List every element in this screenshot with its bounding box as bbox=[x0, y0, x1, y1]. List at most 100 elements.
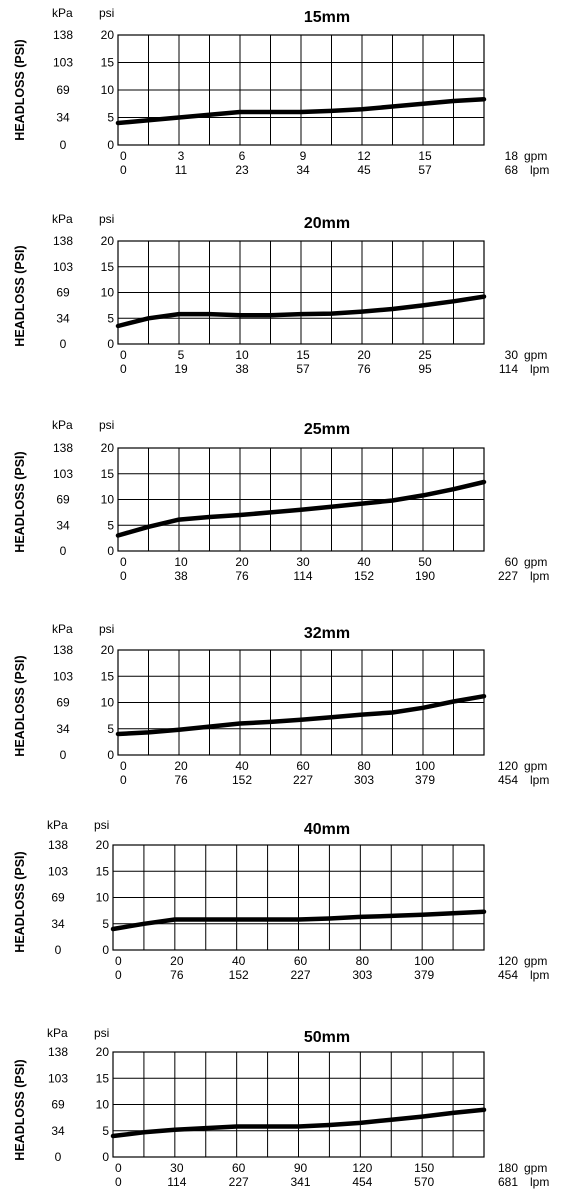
gpm-tick-label: 20 bbox=[174, 759, 188, 773]
gpm-tick-label: 0 bbox=[120, 759, 127, 773]
gpm-tick-label: 50 bbox=[418, 555, 432, 569]
kpa-tick-label: 138 bbox=[53, 643, 73, 657]
gpm-tick-label: 80 bbox=[356, 954, 370, 968]
gpm-tick-label: 40 bbox=[235, 759, 249, 773]
headloss-curve bbox=[115, 479, 487, 538]
lpm-tick-label: 341 bbox=[290, 1175, 310, 1189]
lpm-unit-label: lpm bbox=[530, 163, 549, 177]
psi-tick-label: 15 bbox=[101, 467, 115, 481]
lpm-tick-label: 45 bbox=[357, 163, 371, 177]
lpm-tick-label: 190 bbox=[415, 569, 435, 583]
gpm-tick-label: 180 bbox=[498, 1161, 518, 1175]
y-axis-label: HEADLOSS (PSI) bbox=[13, 1059, 27, 1160]
gpm-tick-label: 60 bbox=[294, 954, 308, 968]
gpm-tick-label: 120 bbox=[352, 1161, 372, 1175]
gpm-tick-label: 0 bbox=[115, 1161, 122, 1175]
lpm-tick-label: 95 bbox=[418, 362, 432, 376]
kpa-tick-label: 103 bbox=[53, 669, 73, 683]
lpm-tick-label: 570 bbox=[414, 1175, 434, 1189]
psi-tick-label: 15 bbox=[101, 260, 115, 274]
kpa-unit-label: kPa bbox=[52, 418, 73, 432]
psi-unit-label: psi bbox=[94, 818, 109, 832]
gpm-tick-label: 0 bbox=[115, 954, 122, 968]
gpm-tick-label: 30 bbox=[505, 348, 519, 362]
gpm-tick-label: 12 bbox=[357, 149, 371, 163]
psi-tick-label: 15 bbox=[96, 864, 110, 878]
psi-tick-label: 20 bbox=[101, 441, 115, 455]
gpm-tick-label: 60 bbox=[296, 759, 310, 773]
psi-tick-label: 0 bbox=[102, 1150, 109, 1164]
lpm-tick-label: 0 bbox=[120, 773, 127, 787]
chart-panel-32mm: 32mm kPa psi HEADLOSS (PSI) 20 138 15 103 10 69 5 3… bbox=[13, 622, 549, 787]
gpm-tick-label: 10 bbox=[174, 555, 188, 569]
gpm-tick-label: 40 bbox=[357, 555, 371, 569]
psi-unit-label: psi bbox=[94, 1026, 109, 1040]
chart-title: 25mm bbox=[304, 421, 350, 438]
kpa-tick-label: 138 bbox=[53, 28, 73, 42]
psi-tick-label: 20 bbox=[101, 234, 115, 248]
gpm-tick-label: 60 bbox=[232, 1161, 246, 1175]
gpm-tick-label: 150 bbox=[414, 1161, 434, 1175]
psi-unit-label: psi bbox=[99, 6, 114, 20]
kpa-unit-label: kPa bbox=[47, 1026, 68, 1040]
psi-tick-label: 10 bbox=[96, 891, 110, 905]
kpa-tick-label: 103 bbox=[48, 864, 68, 878]
psi-tick-label: 5 bbox=[107, 111, 114, 125]
psi-tick-label: 0 bbox=[107, 544, 114, 558]
psi-unit-label: psi bbox=[99, 622, 114, 636]
kpa-tick-label: 138 bbox=[48, 838, 68, 852]
psi-tick-label: 15 bbox=[101, 56, 115, 70]
kpa-tick-label: 34 bbox=[56, 111, 70, 125]
psi-unit-label: psi bbox=[99, 212, 114, 226]
kpa-tick-label: 69 bbox=[56, 493, 70, 507]
lpm-tick-label: 454 bbox=[498, 773, 518, 787]
lpm-tick-label: 76 bbox=[174, 773, 188, 787]
psi-tick-label: 10 bbox=[101, 696, 115, 710]
gpm-tick-label: 100 bbox=[415, 759, 435, 773]
y-axis-label: HEADLOSS (PSI) bbox=[13, 39, 27, 140]
chart-title: 40mm bbox=[304, 821, 350, 838]
psi-tick-label: 15 bbox=[96, 1071, 110, 1085]
gpm-tick-label: 18 bbox=[505, 149, 519, 163]
kpa-tick-label: 34 bbox=[51, 1124, 65, 1138]
plot-frame bbox=[117, 649, 485, 756]
headloss-curve bbox=[115, 693, 487, 737]
gpm-unit-label: gpm bbox=[524, 1161, 547, 1175]
gpm-tick-label: 80 bbox=[357, 759, 371, 773]
lpm-tick-label: 152 bbox=[229, 968, 249, 982]
gpm-unit-label: gpm bbox=[524, 759, 547, 773]
gpm-tick-label: 15 bbox=[296, 348, 310, 362]
gpm-tick-label: 0 bbox=[120, 348, 127, 362]
gpm-tick-label: 10 bbox=[235, 348, 249, 362]
y-axis-label: HEADLOSS (PSI) bbox=[13, 245, 27, 346]
gpm-tick-label: 30 bbox=[296, 555, 310, 569]
kpa-tick-label: 0 bbox=[60, 337, 67, 351]
gpm-tick-label: 20 bbox=[170, 954, 184, 968]
gpm-tick-label: 120 bbox=[498, 759, 518, 773]
psi-tick-label: 5 bbox=[102, 1124, 109, 1138]
lpm-tick-label: 0 bbox=[120, 362, 127, 376]
lpm-tick-label: 19 bbox=[174, 362, 188, 376]
gpm-tick-label: 20 bbox=[235, 555, 249, 569]
lpm-tick-label: 152 bbox=[354, 569, 374, 583]
lpm-tick-label: 38 bbox=[235, 362, 249, 376]
lpm-tick-label: 57 bbox=[296, 362, 310, 376]
chart-panel-40mm: 40mm kPa psi HEADLOSS (PSI) 20 138 15 103 10 69 5 3… bbox=[13, 818, 549, 982]
lpm-tick-label: 0 bbox=[120, 569, 127, 583]
gpm-tick-label: 9 bbox=[300, 149, 307, 163]
lpm-tick-label: 57 bbox=[418, 163, 432, 177]
psi-tick-label: 20 bbox=[101, 643, 115, 657]
kpa-tick-label: 0 bbox=[60, 138, 67, 152]
psi-tick-label: 5 bbox=[107, 518, 114, 532]
lpm-tick-label: 152 bbox=[232, 773, 252, 787]
kpa-tick-label: 34 bbox=[56, 518, 70, 532]
lpm-tick-label: 34 bbox=[296, 163, 310, 177]
lpm-tick-label: 38 bbox=[174, 569, 188, 583]
kpa-tick-label: 103 bbox=[53, 260, 73, 274]
gpm-tick-label: 20 bbox=[357, 348, 371, 362]
kpa-tick-label: 69 bbox=[51, 1098, 65, 1112]
lpm-tick-label: 227 bbox=[293, 773, 313, 787]
psi-tick-label: 0 bbox=[107, 748, 114, 762]
